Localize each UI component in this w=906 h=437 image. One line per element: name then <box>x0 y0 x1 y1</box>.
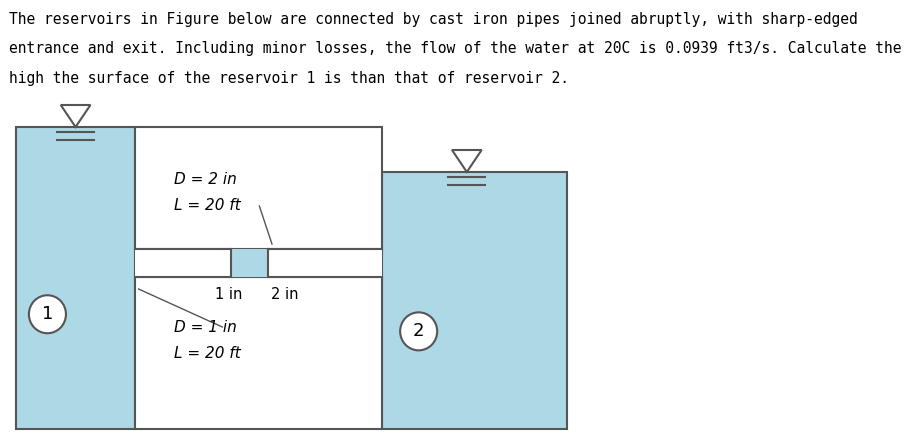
Text: 2: 2 <box>413 323 424 340</box>
Text: L = 20 ft: L = 20 ft <box>174 198 241 214</box>
Bar <box>16 127 135 429</box>
Bar <box>381 172 567 429</box>
Text: high the surface of the reservoir 1 is than that of reservoir 2.: high the surface of the reservoir 1 is t… <box>9 71 569 86</box>
Text: The reservoirs in Figure below are connected by cast iron pipes joined abruptly,: The reservoirs in Figure below are conne… <box>9 12 858 27</box>
Bar <box>135 277 381 429</box>
Text: 2 in: 2 in <box>271 287 298 302</box>
Bar <box>135 249 381 277</box>
Bar <box>135 127 381 249</box>
Text: entrance and exit. Including minor losses, the flow of the water at 20C is 0.093: entrance and exit. Including minor losse… <box>9 42 906 56</box>
Bar <box>135 249 231 277</box>
Text: L = 20 ft: L = 20 ft <box>174 347 241 361</box>
Polygon shape <box>61 105 91 127</box>
Text: D = 2 in: D = 2 in <box>174 171 236 187</box>
Text: D = 1 in: D = 1 in <box>174 319 236 334</box>
Ellipse shape <box>29 295 66 333</box>
Bar <box>268 249 381 277</box>
Ellipse shape <box>400 312 438 350</box>
Polygon shape <box>452 150 482 172</box>
Text: 1 in: 1 in <box>215 287 242 302</box>
Text: 1: 1 <box>42 305 53 323</box>
